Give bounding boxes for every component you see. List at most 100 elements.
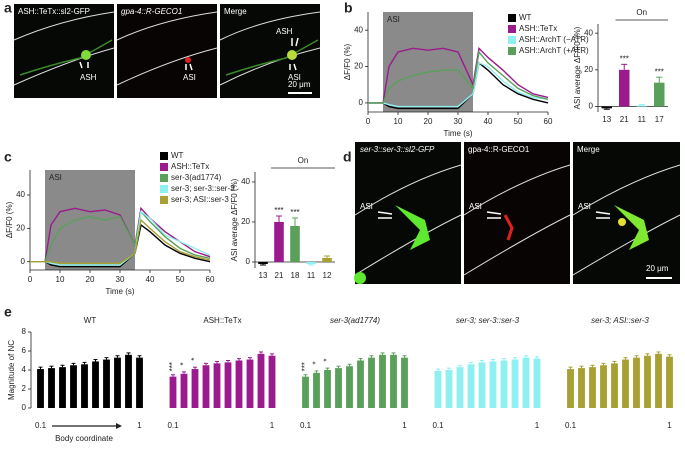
x-tick-label: 1 xyxy=(667,421,672,430)
cell-label: ASI xyxy=(288,73,301,82)
legend-label: WT xyxy=(519,13,532,22)
legend-swatch xyxy=(160,163,168,171)
legend-swatch xyxy=(160,185,168,193)
y-tick-label: 0 xyxy=(359,98,364,107)
significance: *** xyxy=(274,206,283,215)
bar xyxy=(666,356,673,408)
legend-swatch xyxy=(508,36,516,44)
arrow xyxy=(377,211,393,219)
bar xyxy=(322,258,332,262)
bar xyxy=(70,365,77,408)
panel-letter: e xyxy=(4,304,12,320)
significance: * xyxy=(190,358,199,361)
y-tick-label: 20 xyxy=(354,62,363,71)
y-axis-label: ASI average ΔF/F0 (%) xyxy=(230,178,239,261)
x-tick-label: 10 xyxy=(394,117,403,126)
bar xyxy=(258,262,268,264)
significance: *** xyxy=(290,208,299,217)
legend-swatch xyxy=(160,196,168,204)
legend-label: ASH::ArchT (+ATR) xyxy=(519,46,589,55)
bar xyxy=(202,365,210,408)
x-tick-label: 1 xyxy=(535,421,540,430)
x-tick-label: 40 xyxy=(484,117,493,126)
bar xyxy=(654,82,665,107)
legend-swatch xyxy=(160,174,168,182)
bar xyxy=(235,360,243,408)
bar xyxy=(324,370,331,408)
significance: * xyxy=(179,362,188,365)
arrow xyxy=(291,37,299,47)
bar xyxy=(81,364,88,408)
x-axis-label: Body coordinate xyxy=(55,434,113,443)
x-tick-label: 21 xyxy=(275,271,284,280)
bar xyxy=(533,358,541,408)
bar xyxy=(136,357,143,408)
bar xyxy=(346,366,353,408)
bar xyxy=(59,367,66,408)
panel-letter: c xyxy=(4,149,12,165)
data-line xyxy=(368,46,549,104)
arrow xyxy=(289,63,297,71)
x-tick-label: 0.1 xyxy=(167,421,179,430)
y-tick-label: 0 xyxy=(589,102,594,111)
x-tick-label: 17 xyxy=(655,115,664,124)
bar xyxy=(589,367,596,408)
image-title: Merge xyxy=(224,7,247,16)
y-tick-label: 0 xyxy=(246,257,251,266)
arrow xyxy=(486,211,502,219)
y-tick-label: 40 xyxy=(16,190,25,199)
bar xyxy=(489,361,497,408)
y-axis-label: ASI average ΔF/F0 (%) xyxy=(573,26,582,109)
neuron-soma xyxy=(618,218,626,226)
bar xyxy=(213,363,221,408)
x-tick-label: 21 xyxy=(620,115,629,124)
bar xyxy=(633,357,640,408)
annotation: On xyxy=(298,156,309,165)
bar xyxy=(511,359,519,408)
arrow xyxy=(595,211,611,219)
cell-label: ASI xyxy=(469,202,482,211)
bar xyxy=(600,365,607,408)
annotation: On xyxy=(636,8,647,17)
x-tick-label: 0.1 xyxy=(565,421,577,430)
cell-label: ASI xyxy=(183,73,196,82)
outline xyxy=(354,164,681,276)
x-tick-label: 0 xyxy=(28,275,33,284)
arrow xyxy=(185,63,193,71)
image-panel-d: ser-3::ser-3::sl2-GFP gpa-4::R-GECO1 Mer… xyxy=(354,142,681,284)
legend-label: ser-3; ser-3::ser-3 xyxy=(171,184,235,193)
x-tick-label: 30 xyxy=(454,117,463,126)
bar xyxy=(368,357,375,408)
legend-swatch xyxy=(508,14,516,22)
bar xyxy=(445,370,453,408)
micrograph xyxy=(14,4,114,98)
x-tick-label: 11 xyxy=(638,115,647,124)
x-axis-label: Time (s) xyxy=(105,287,134,296)
bar xyxy=(611,363,618,408)
legend-swatch xyxy=(508,47,516,55)
outline xyxy=(13,11,321,86)
x-tick-label: 1 xyxy=(137,421,142,430)
significance: *** xyxy=(168,362,177,371)
cell-label: ASI xyxy=(578,202,591,211)
cell-label: ASH xyxy=(80,73,97,82)
legend-swatch xyxy=(508,25,516,33)
image-title: ser-3::ser-3::sl2-GFP xyxy=(360,145,435,154)
micrograph xyxy=(464,142,570,284)
data-line xyxy=(368,50,549,104)
bar xyxy=(655,353,662,408)
x-tick-label: 13 xyxy=(602,115,611,124)
x-tick-label: 11 xyxy=(307,271,316,280)
x-tick-label: 60 xyxy=(206,275,215,284)
bar xyxy=(103,359,110,408)
bar xyxy=(37,369,44,408)
image-title: gpa-4::R-GECO1 xyxy=(121,7,182,16)
y-tick-label: 40 xyxy=(241,177,250,186)
bar xyxy=(125,354,132,408)
bar xyxy=(114,357,121,408)
bar xyxy=(191,369,199,408)
bar xyxy=(434,370,442,408)
x-tick-label: 50 xyxy=(176,275,185,284)
bar xyxy=(644,355,651,408)
y-axis-label: Magnitude of NC xyxy=(7,340,16,400)
